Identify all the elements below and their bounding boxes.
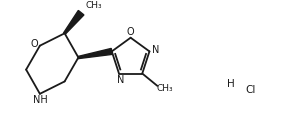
Text: O: O xyxy=(126,27,134,37)
Text: N: N xyxy=(118,75,125,85)
Polygon shape xyxy=(64,11,84,34)
Text: H: H xyxy=(227,79,235,89)
Polygon shape xyxy=(78,48,112,59)
Text: O: O xyxy=(30,39,38,49)
Text: N: N xyxy=(152,45,159,55)
Text: CH₃: CH₃ xyxy=(157,84,173,93)
Text: CH₃: CH₃ xyxy=(85,1,102,10)
Text: Cl: Cl xyxy=(245,85,255,95)
Text: NH: NH xyxy=(32,95,47,105)
